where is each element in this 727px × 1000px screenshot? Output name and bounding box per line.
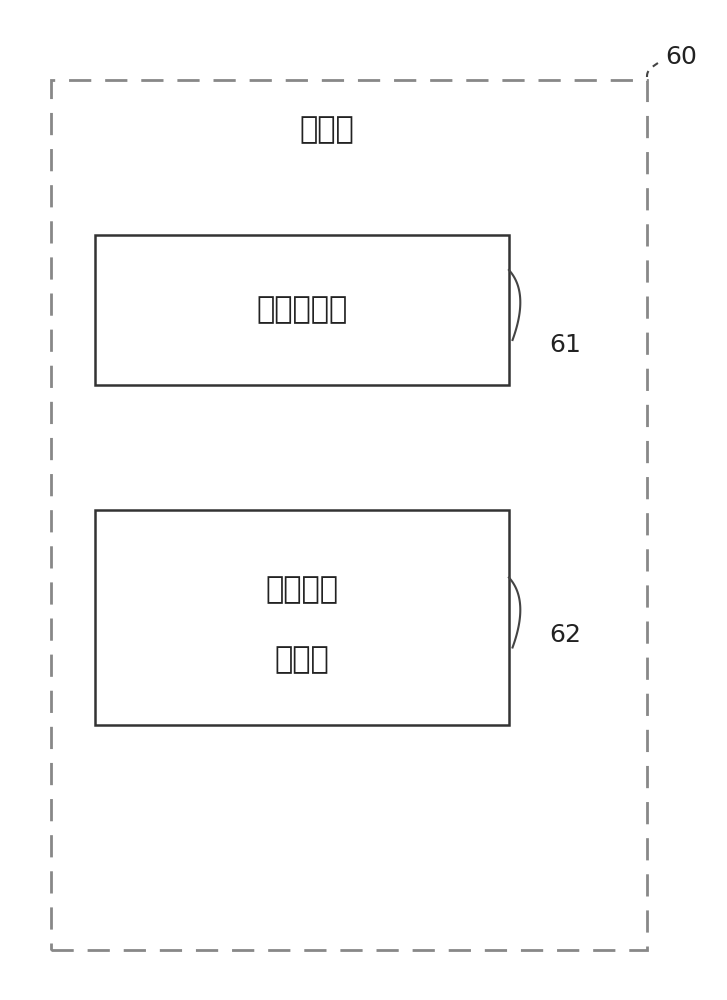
Bar <box>51 80 647 950</box>
Bar <box>95 235 509 385</box>
Text: 控制器: 控制器 <box>300 115 355 144</box>
Text: 图像获取部: 图像获取部 <box>256 296 348 324</box>
Bar <box>95 510 509 725</box>
Text: 61: 61 <box>549 333 581 357</box>
Text: 60: 60 <box>665 45 697 69</box>
Text: 输出部: 输出部 <box>274 646 329 674</box>
Text: 推荐条件: 推荐条件 <box>265 576 338 604</box>
Text: 62: 62 <box>549 623 581 647</box>
